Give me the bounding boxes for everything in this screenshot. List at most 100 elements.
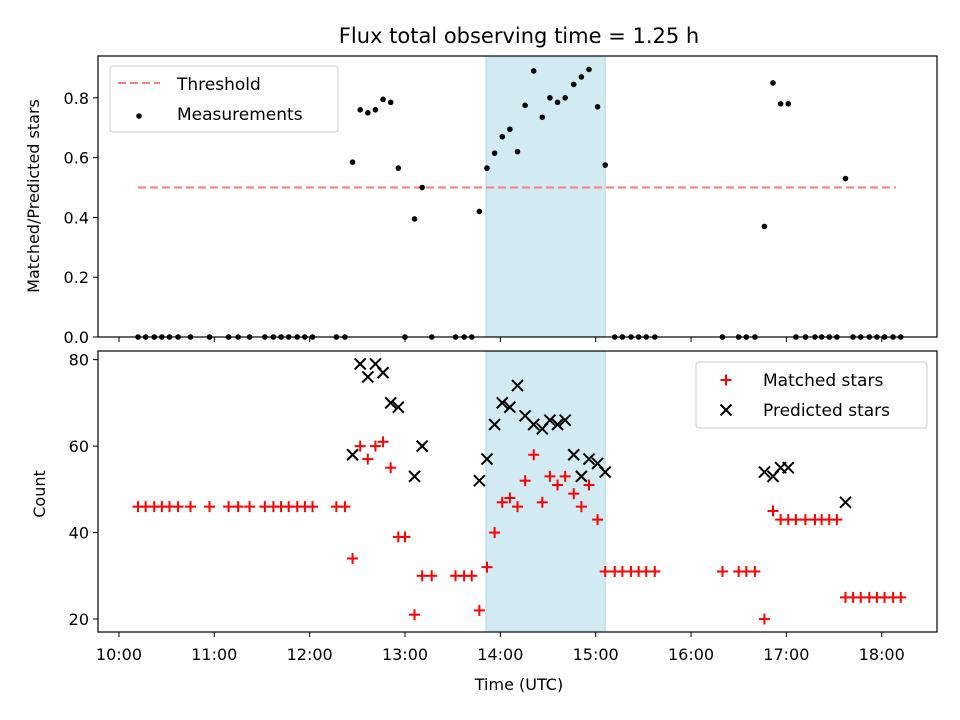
data-point (349, 159, 356, 165)
axes-frame (97, 350, 938, 633)
data-point (411, 216, 418, 222)
y-tick-label: 80 (69, 351, 89, 370)
data-point (592, 514, 604, 526)
x-tick-label: 18:00 (859, 645, 905, 664)
bottom-panel: 20 40 60 80 10:00 11:00 12:00 13:00 14:00 15:00 16… (69, 350, 938, 664)
x-tick-label: 15:00 (573, 645, 619, 664)
data-point (777, 101, 784, 107)
data-point (575, 501, 587, 513)
bottom-legend: Matched stars Predicted stars (695, 361, 928, 429)
data-point (539, 114, 546, 121)
series-predicted-stars (346, 357, 852, 509)
data-point (491, 150, 498, 156)
data-point (347, 553, 359, 565)
data-point (758, 613, 770, 625)
data-point (480, 452, 494, 466)
data-point (496, 496, 508, 508)
data-point (552, 479, 564, 491)
data-point (782, 461, 795, 474)
data-point (594, 104, 601, 110)
data-point (895, 591, 907, 603)
data-point (307, 501, 319, 513)
legend-predicted-label: Predicted stars (763, 401, 890, 421)
data-point (527, 418, 540, 431)
data-point (488, 418, 501, 431)
data-point (770, 80, 776, 86)
data-point (499, 133, 506, 140)
data-point (346, 448, 359, 461)
data-point (503, 400, 517, 414)
chart-title: Flux total observing time = 1.25 h (339, 24, 699, 48)
x-tick-label: 12:00 (287, 645, 333, 664)
data-point (599, 565, 611, 577)
y-tick-label: 60 (69, 437, 89, 456)
data-point (223, 501, 235, 513)
data-point (484, 165, 490, 171)
data-point (204, 501, 216, 513)
data-point (543, 413, 557, 427)
data-point (842, 175, 849, 182)
data-point (426, 570, 438, 582)
data-point (415, 439, 429, 453)
data-point (511, 379, 524, 392)
x-tick-label: 11:00 (191, 645, 237, 664)
data-point (831, 514, 843, 526)
data-point (558, 413, 572, 427)
data-point (767, 505, 779, 517)
data-point (519, 475, 531, 487)
data-point (649, 565, 661, 577)
data-point (575, 470, 588, 483)
data-point (466, 570, 478, 582)
y-tick-label: 0.8 (64, 89, 89, 108)
legend-measurements-label: Measurements (177, 105, 303, 125)
data-point (583, 479, 595, 491)
data-point (380, 96, 386, 103)
data-point (536, 496, 548, 508)
data-point (599, 465, 612, 479)
data-point (602, 162, 609, 168)
data-point (761, 223, 768, 230)
data-point (172, 501, 184, 513)
legend-measurements-swatch (136, 113, 142, 119)
data-point (365, 109, 371, 116)
data-point (184, 501, 196, 513)
data-point (512, 501, 523, 513)
x-tick-label: 16:00 (668, 645, 714, 664)
highlight-span (485, 55, 606, 338)
y-tick-label: 0.4 (64, 208, 89, 227)
x-axis-label: Time (UTC) (474, 675, 563, 694)
data-point (489, 527, 501, 539)
data-point (377, 436, 389, 448)
data-point (568, 488, 580, 500)
y-tick-label: 40 (69, 524, 89, 543)
data-point (399, 531, 411, 543)
data-point (362, 453, 374, 465)
highlight-span (485, 350, 606, 633)
series-matched-stars (132, 436, 907, 625)
data-point (749, 565, 761, 577)
data-point (839, 496, 852, 509)
data-point (232, 501, 244, 513)
y-tick-label: 0.0 (64, 328, 89, 347)
legend-predicted-swatch (719, 403, 733, 417)
legend-matched-swatch (720, 374, 732, 386)
data-point (528, 449, 540, 461)
y-tick-label: 0.6 (64, 149, 89, 168)
data-point (496, 396, 509, 410)
data-point (481, 561, 493, 573)
data-point (244, 501, 256, 513)
x-tick-label: 14:00 (477, 645, 523, 664)
data-point (562, 95, 568, 101)
data-point (799, 514, 811, 526)
data-point (372, 107, 379, 113)
top-legend: Threshold Measurements (109, 65, 339, 133)
data-point (522, 102, 528, 109)
data-point (567, 448, 580, 461)
data-point (578, 74, 585, 80)
data-point (387, 99, 394, 106)
legend-box (109, 65, 339, 133)
legend-box (695, 361, 928, 429)
y-tick-label: 20 (69, 610, 89, 629)
data-point (395, 165, 402, 171)
